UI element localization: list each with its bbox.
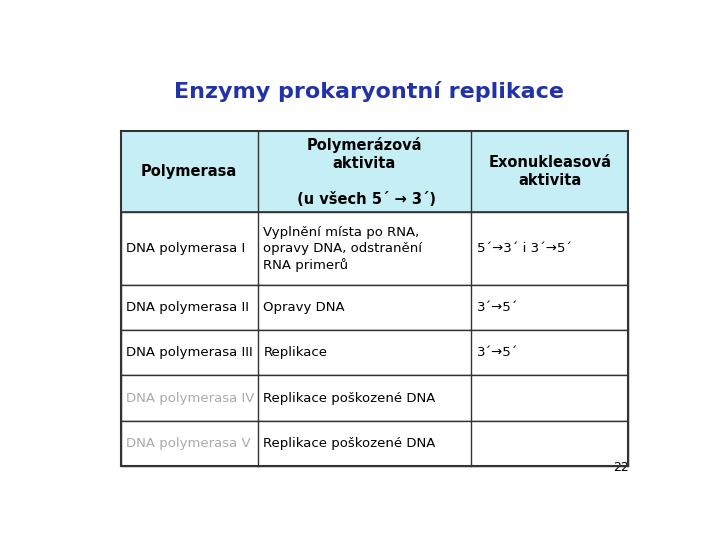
Text: Vyplnění místa po RNA,
opravy DNA, odstranění
RNA primerů: Vyplnění místa po RNA, opravy DNA, odstr… <box>264 226 423 272</box>
Text: DNA polymerasa IV: DNA polymerasa IV <box>126 392 255 404</box>
Text: Enzymy prokaryontní replikace: Enzymy prokaryontní replikace <box>174 82 564 102</box>
Text: 5´→3´ i 3´→5´: 5´→3´ i 3´→5´ <box>477 242 572 255</box>
Text: DNA polymerasa V: DNA polymerasa V <box>126 437 251 450</box>
Text: Replikace poškozené DNA: Replikace poškozené DNA <box>264 392 436 404</box>
Text: Polymerázová
aktivita

 (u všech 5´ → 3´): Polymerázová aktivita (u všech 5´ → 3´) <box>292 137 436 207</box>
Bar <box>121 131 629 212</box>
Text: Replikace: Replikace <box>264 346 328 359</box>
Text: Opravy DNA: Opravy DNA <box>264 301 345 314</box>
Text: DNA polymerasa II: DNA polymerasa II <box>126 301 249 314</box>
Text: Polymerasa: Polymerasa <box>141 164 238 179</box>
Text: 3´→5´: 3´→5´ <box>477 346 518 359</box>
Text: 22: 22 <box>613 461 629 474</box>
Bar <box>121 285 629 330</box>
Text: Exonukleasová
aktivita: Exonukleasová aktivita <box>488 156 611 188</box>
Text: DNA polymerasa I: DNA polymerasa I <box>126 242 246 255</box>
Bar <box>121 375 629 421</box>
Bar <box>121 421 629 466</box>
Text: DNA polymerasa III: DNA polymerasa III <box>126 346 253 359</box>
Text: 3´→5´: 3´→5´ <box>477 301 518 314</box>
Bar <box>121 212 629 285</box>
Text: Replikace poškozené DNA: Replikace poškozené DNA <box>264 437 436 450</box>
Bar <box>121 330 629 375</box>
